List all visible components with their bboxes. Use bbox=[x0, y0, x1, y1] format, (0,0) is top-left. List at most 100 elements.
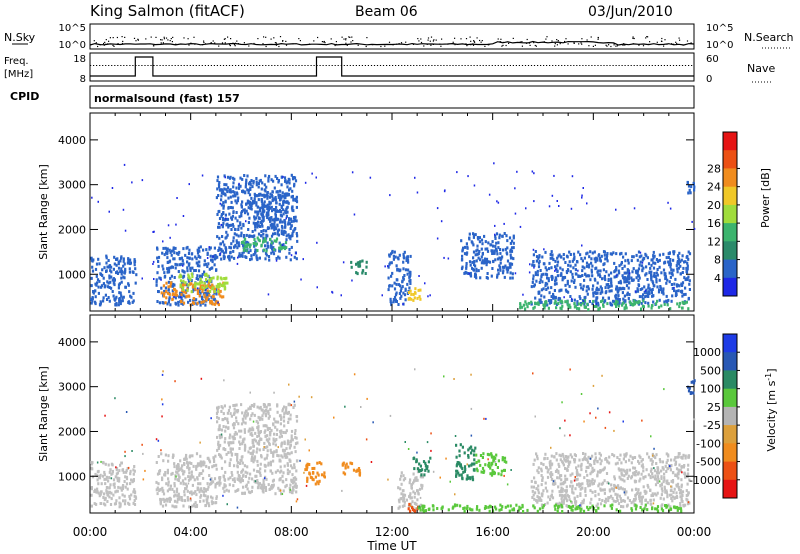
range-gate-cell bbox=[427, 469, 430, 473]
range-gate-cell bbox=[600, 287, 603, 291]
nave-point bbox=[90, 65, 92, 66]
range-gate-cell bbox=[218, 188, 222, 192]
nave-point bbox=[147, 65, 149, 66]
range-gate-cell bbox=[257, 415, 260, 419]
range-gate-cell bbox=[316, 241, 318, 244]
range-gate-cell bbox=[686, 267, 689, 271]
range-gate-cell bbox=[236, 199, 239, 203]
range-gate-cell bbox=[212, 464, 215, 468]
range-gate-cell bbox=[638, 255, 641, 259]
range-gate-cell bbox=[650, 306, 653, 310]
range-gate-cell bbox=[641, 268, 644, 272]
range-gate-cell bbox=[569, 460, 572, 464]
range-gate-cell bbox=[267, 461, 270, 465]
range-gate-cell bbox=[215, 463, 218, 467]
range-gate-cell bbox=[519, 302, 522, 306]
range-gate-cell bbox=[568, 462, 571, 466]
range-gate-cell bbox=[646, 256, 649, 260]
nsearch-point bbox=[248, 45, 250, 47]
range-gate-cell bbox=[253, 197, 256, 201]
range-gate-cell bbox=[192, 287, 195, 291]
range-gate-cell bbox=[479, 276, 482, 280]
range-gate-cell bbox=[253, 192, 256, 196]
range-gate-cell bbox=[587, 287, 590, 291]
range-gate-cell bbox=[277, 179, 280, 182]
range-gate-cell bbox=[286, 471, 289, 475]
range-gate-cell bbox=[552, 296, 555, 300]
range-gate-cell bbox=[212, 457, 216, 461]
range-gate-cell bbox=[100, 285, 103, 289]
range-gate-cell bbox=[630, 276, 633, 280]
range-gate-cell bbox=[168, 248, 171, 252]
range-gate-cell bbox=[263, 183, 266, 187]
nsearch-point bbox=[420, 41, 423, 44]
range-gate-cell bbox=[317, 482, 320, 486]
range-gate-cell bbox=[244, 255, 247, 259]
range-gate-cell bbox=[112, 493, 115, 497]
range-gate-cell bbox=[483, 469, 486, 473]
range-gate-cell bbox=[669, 468, 672, 472]
range-gate-cell bbox=[172, 248, 175, 252]
range-gate-cell bbox=[216, 410, 219, 414]
range-gate-cell bbox=[110, 286, 113, 290]
range-gate-cell bbox=[173, 283, 176, 287]
range-gate-cell bbox=[647, 301, 650, 305]
range-gate-cell bbox=[399, 284, 402, 288]
nave-point bbox=[304, 65, 306, 66]
range-gate-cell bbox=[637, 301, 640, 305]
range-gate-cell bbox=[132, 501, 135, 505]
range-gate-cell bbox=[259, 486, 262, 490]
range-gate-cell bbox=[589, 501, 592, 505]
range-gate-cell bbox=[400, 497, 403, 500]
range-gate-cell bbox=[540, 288, 543, 292]
range-gate-cell bbox=[519, 225, 522, 228]
range-gate-cell bbox=[350, 462, 354, 466]
range-gate-cell bbox=[255, 254, 258, 258]
range-gate-cell bbox=[411, 500, 414, 504]
range-gate-cell bbox=[412, 481, 415, 485]
nsearch-point bbox=[334, 44, 336, 47]
range-gate-cell bbox=[237, 254, 241, 258]
range-gate-cell bbox=[271, 190, 274, 194]
nave-point bbox=[195, 65, 197, 66]
range-gate-cell bbox=[610, 271, 613, 275]
range-gate-cell bbox=[217, 405, 220, 409]
range-gate-cell bbox=[657, 290, 661, 294]
range-gate-cell bbox=[248, 182, 251, 186]
range-gate-cell bbox=[165, 251, 168, 255]
range-gate-cell bbox=[629, 302, 632, 306]
range-gate-cell bbox=[216, 255, 219, 259]
range-gate-cell bbox=[355, 271, 358, 275]
range-gate-cell bbox=[220, 257, 223, 261]
range-gate-cell bbox=[234, 243, 237, 247]
range-gate-cell bbox=[496, 275, 499, 279]
range-gate-cell bbox=[249, 249, 252, 253]
range-gate-cell bbox=[121, 484, 125, 488]
range-gate-cell bbox=[263, 209, 266, 213]
range-gate-cell bbox=[464, 468, 467, 471]
range-gate-cell bbox=[256, 421, 260, 425]
range-gate-cell bbox=[569, 453, 572, 457]
range-gate-cell bbox=[229, 476, 232, 480]
range-gate-cell bbox=[526, 305, 529, 309]
range-gate-cell bbox=[474, 446, 477, 450]
range-gate-cell bbox=[205, 278, 208, 281]
range-gate-cell bbox=[604, 257, 607, 261]
nsearch-point bbox=[616, 45, 618, 47]
nsearch-point bbox=[172, 36, 174, 38]
range-gate-cell bbox=[554, 470, 558, 473]
range-gate-cell bbox=[187, 279, 190, 283]
range-gate-cell bbox=[273, 432, 276, 436]
range-gate-cell bbox=[218, 292, 221, 296]
range-gate-cell bbox=[603, 250, 606, 254]
range-gate-cell bbox=[646, 483, 649, 487]
range-gate-cell bbox=[656, 285, 659, 289]
range-gate-cell bbox=[104, 284, 107, 288]
range-gate-cell bbox=[91, 299, 94, 303]
nsearch-point bbox=[427, 39, 429, 41]
nave-point bbox=[684, 65, 687, 66]
range-gate-cell bbox=[132, 468, 135, 472]
range-gate-cell bbox=[440, 220, 443, 223]
range-gate-cell bbox=[652, 274, 655, 278]
